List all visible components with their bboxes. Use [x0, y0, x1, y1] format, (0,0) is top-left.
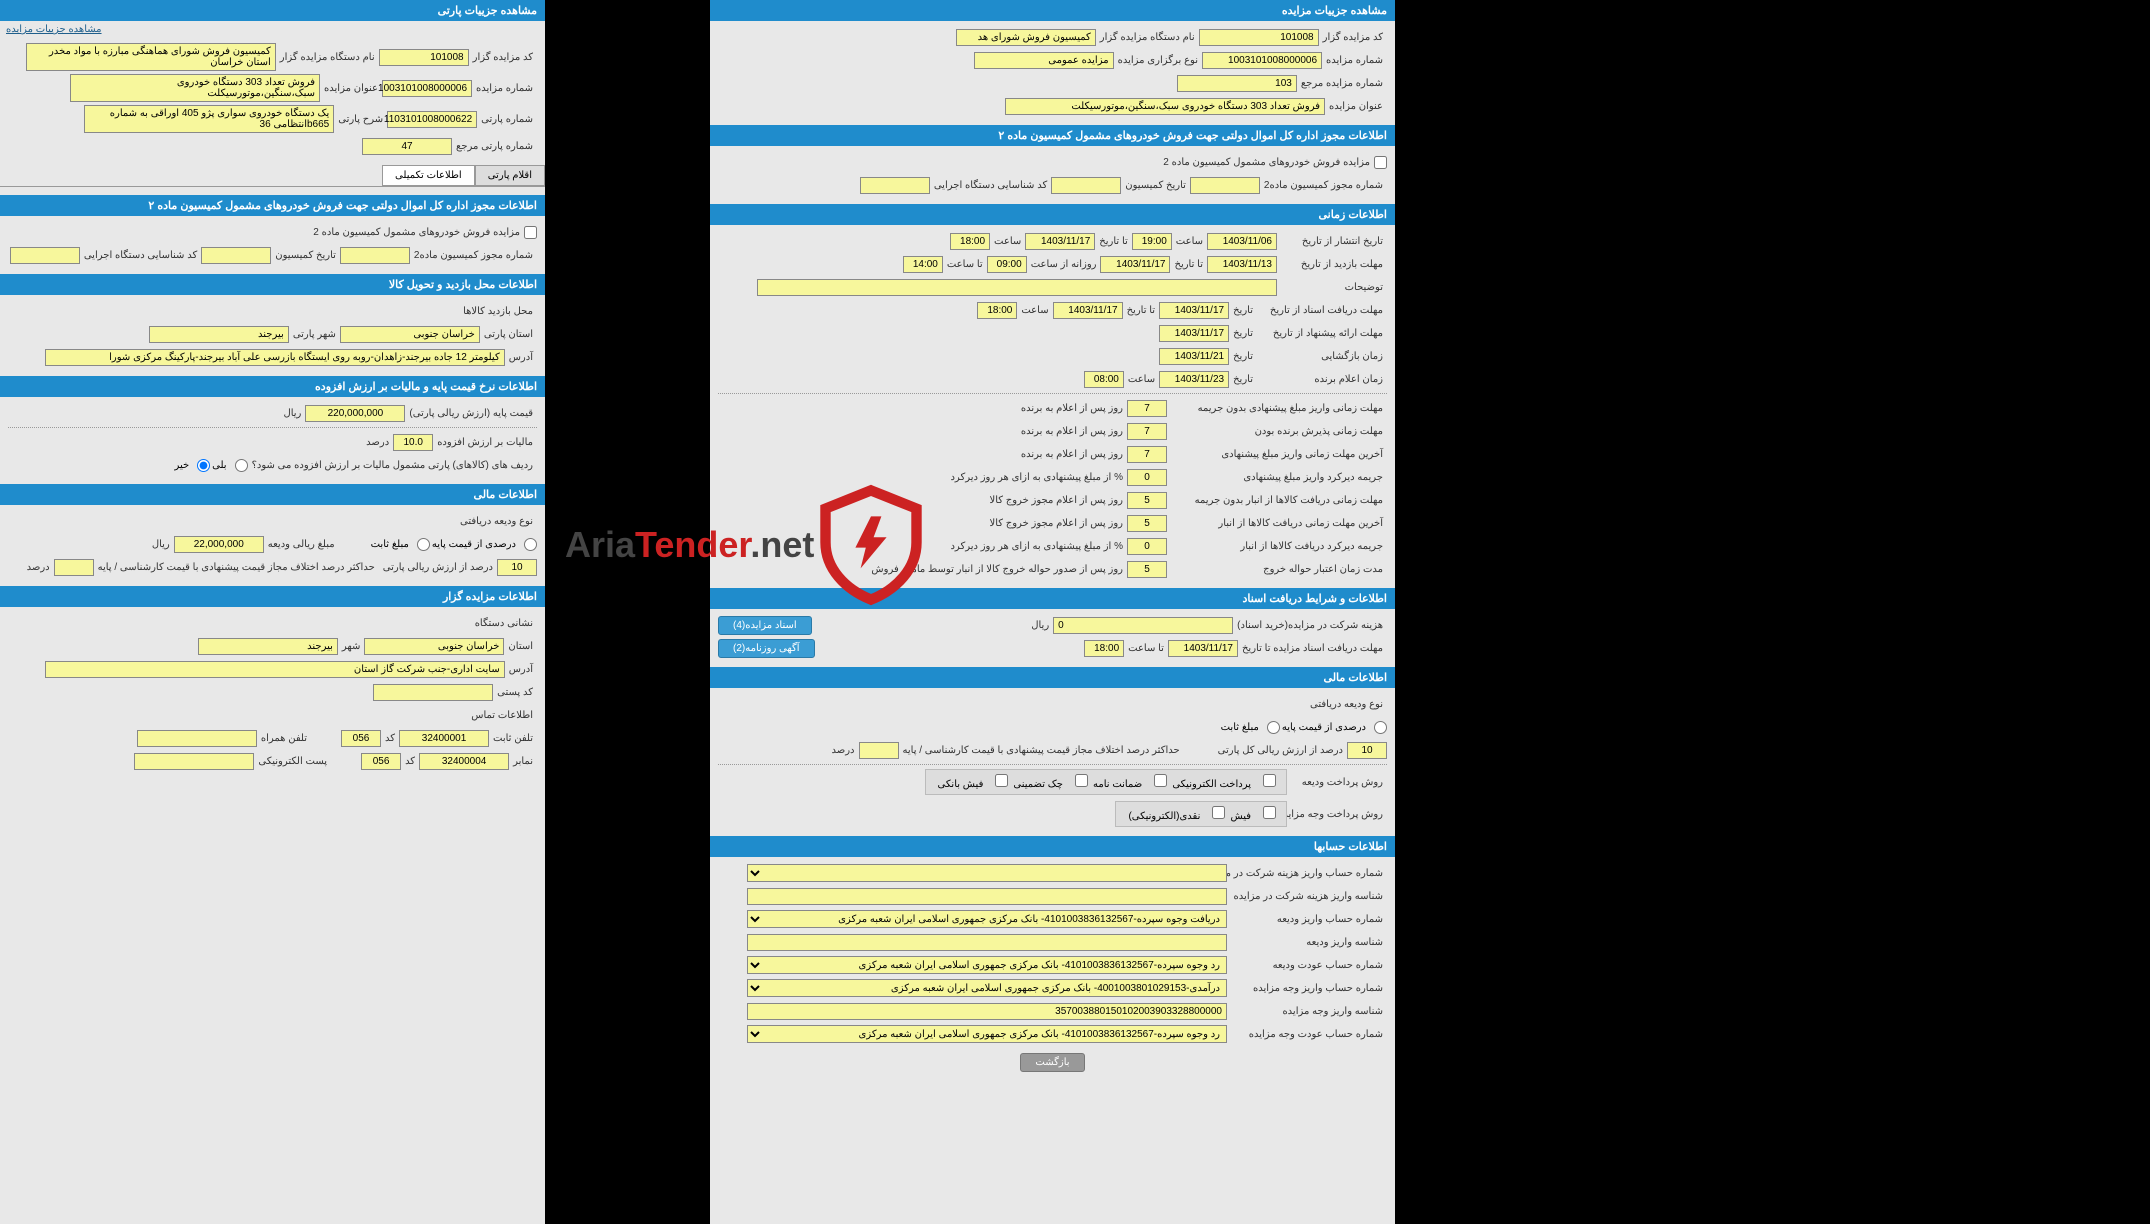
chk-epay[interactable]: [1263, 774, 1276, 787]
sel-acc3[interactable]: دریافت وجوه سپرده-4101003836132567- بانک…: [747, 910, 1227, 928]
radio-percent-left[interactable]: [524, 538, 537, 551]
auction-ref-number: 103: [1177, 75, 1297, 92]
hdr-auth-left: اطلاعات مجوز اداره کل اموال دولتی جهت فر…: [0, 195, 545, 216]
chk-commission[interactable]: [1374, 156, 1387, 169]
hdr-accounts: اطلاعات حسابها: [710, 836, 1395, 857]
hdr-financial-left: اطلاعات مالی: [0, 484, 545, 505]
hdr-auction-detail: مشاهده جزییات مزایده: [710, 0, 1395, 21]
btn-back[interactable]: بازگشت: [1020, 1053, 1084, 1072]
lot-detail-panel: مشاهده جزییات پارتی مشاهده جزییات مزایده…: [0, 0, 545, 1224]
auction-org-name: کمیسیون فروش شورای هد: [956, 29, 1096, 46]
sel-acc1[interactable]: [747, 864, 1227, 882]
auction-number: 1003101008000006: [1202, 52, 1322, 69]
sel-acc5[interactable]: رد وجوه سپرده-4101003836132567- بانک مرک…: [747, 956, 1227, 974]
chk-commission-left[interactable]: [524, 226, 537, 239]
hdr-authorization: اطلاعات مجوز اداره کل اموال دولتی جهت فر…: [710, 125, 1395, 146]
link-auction-detail[interactable]: مشاهده جزییات مزایده: [6, 24, 102, 35]
auction-code: 101008: [1199, 29, 1319, 46]
shield-icon: [806, 480, 936, 610]
radio-vat-no[interactable]: [197, 459, 210, 472]
radio-vat-yes[interactable]: [235, 459, 248, 472]
radio-percent[interactable]: [1374, 721, 1387, 734]
tab-row: اقلام پارتی اطلاعات تکمیلی: [0, 165, 545, 187]
chk-cash[interactable]: [1212, 806, 1225, 819]
hdr-visit-location: اطلاعات محل بازدید و تحویل کالا: [0, 274, 545, 295]
hdr-org-info: اطلاعات مزایده گزار: [0, 586, 545, 607]
auction-type: مزایده عمومی: [974, 52, 1114, 69]
btn-auction-docs[interactable]: اسناد مزایده(4): [718, 616, 812, 635]
radio-fixed-left[interactable]: [417, 538, 430, 551]
chk-check[interactable]: [1075, 774, 1088, 787]
tab-lot-items[interactable]: اقلام پارتی: [475, 165, 545, 186]
chk-slip[interactable]: [1263, 806, 1276, 819]
hdr-timing: اطلاعات زمانی: [710, 204, 1395, 225]
chk-guarantee[interactable]: [1154, 774, 1167, 787]
sel-acc8[interactable]: رد وجوه سپرده-4101003836132567- بانک مرک…: [747, 1025, 1227, 1043]
hdr-lot-detail: مشاهده جزییات پارتی: [0, 0, 545, 21]
sel-acc6[interactable]: درآمدی-4001003801029153- بانک مرکزی جمهو…: [747, 979, 1227, 997]
hdr-financial: اطلاعات مالی: [710, 667, 1395, 688]
auction-detail-panel: مشاهده جزییات مزایده کد مزایده گزار 1010…: [710, 0, 1395, 1224]
chk-bankslip[interactable]: [995, 774, 1008, 787]
btn-newspaper-ad[interactable]: آگهی روزنامه(2): [718, 639, 815, 658]
radio-fixed[interactable]: [1267, 721, 1280, 734]
tab-extra-info[interactable]: اطلاعات تکمیلی: [382, 165, 475, 186]
watermark-logo: AriaTender.net: [565, 480, 936, 610]
hdr-base-price: اطلاعات نرخ قیمت پایه و مالیات بر ارزش ا…: [0, 376, 545, 397]
auction-title: فروش تعداد 303 دستگاه خودروی سبک،سنگین،م…: [1005, 98, 1325, 115]
